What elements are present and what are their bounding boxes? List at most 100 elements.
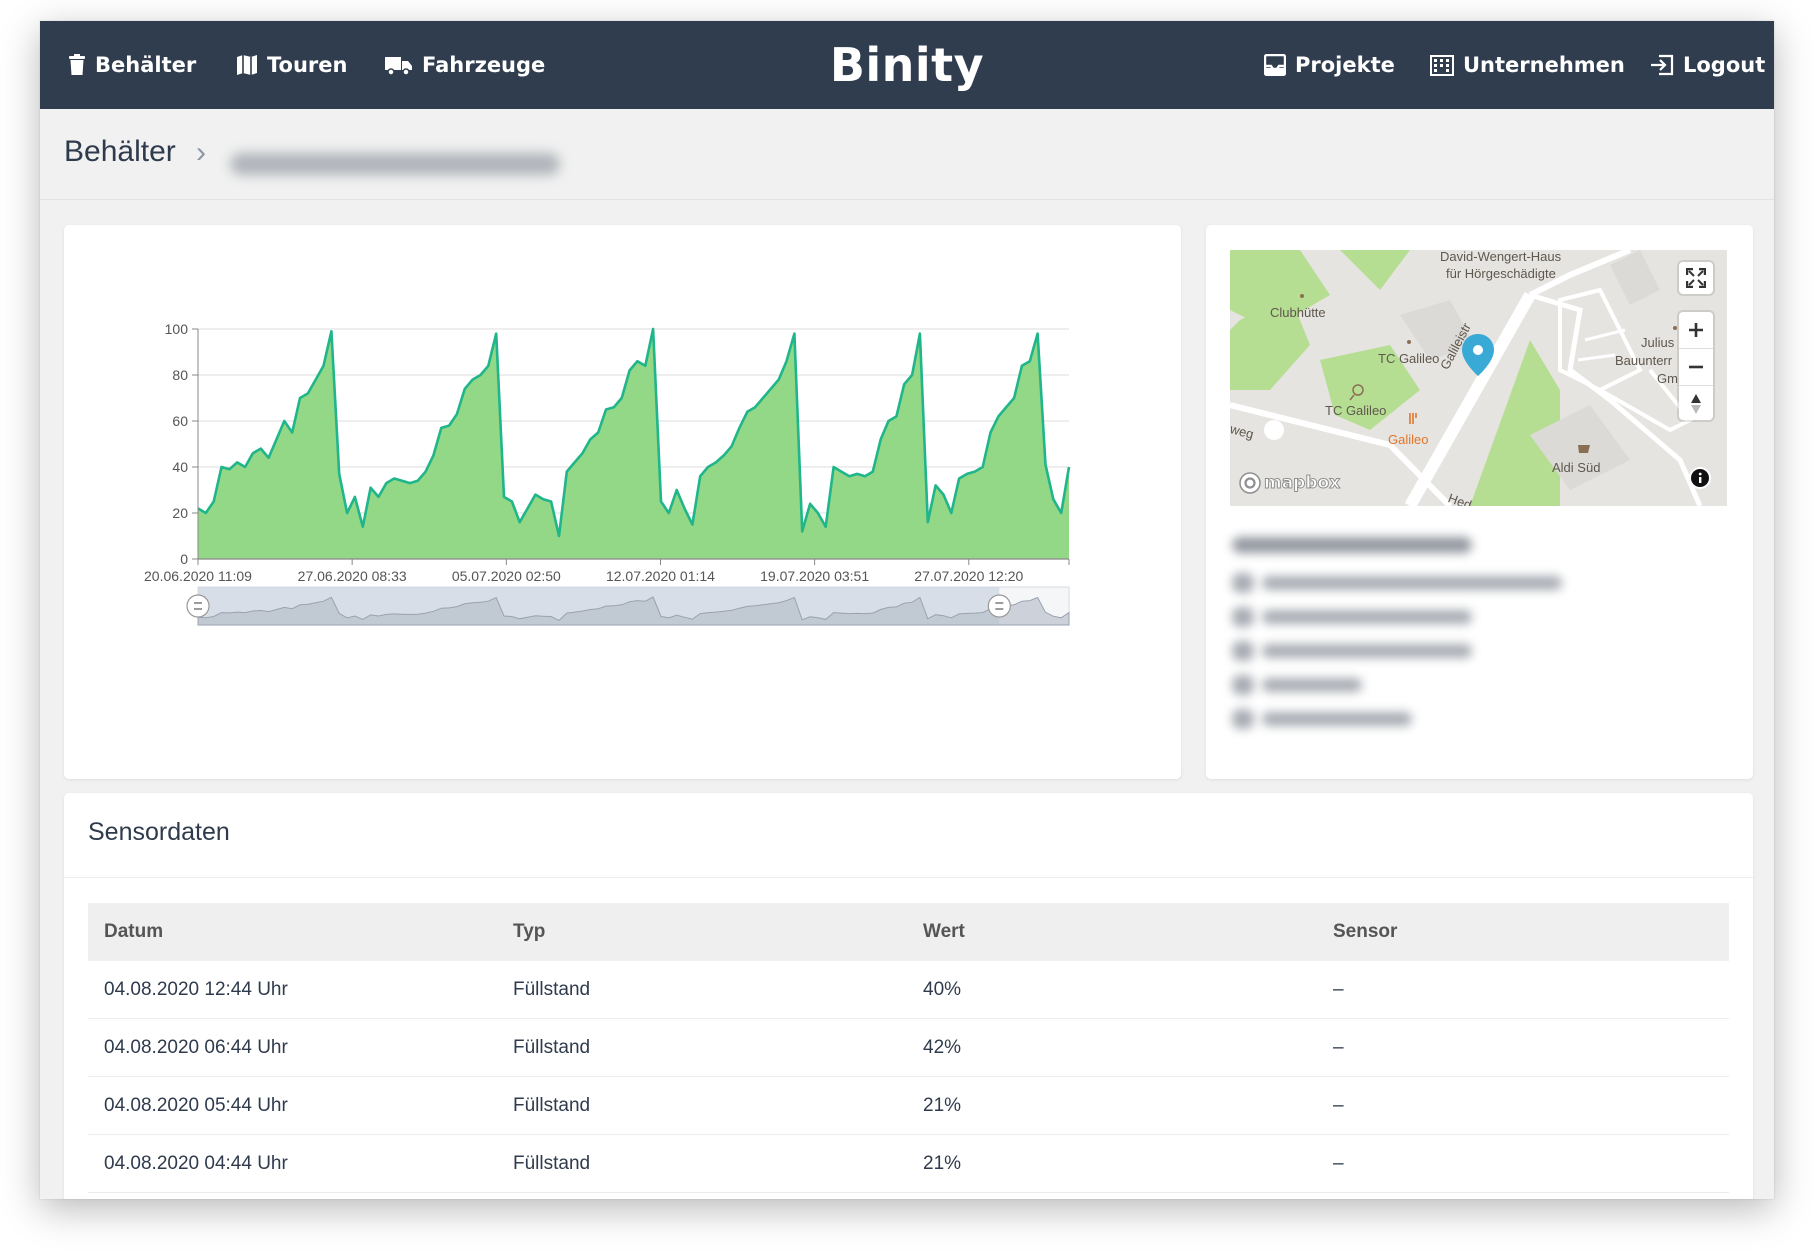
cell-datum: 04.08.2020 06:44 Uhr: [88, 1018, 497, 1077]
x-tick-label: 05.07.2020 02:50: [452, 568, 561, 584]
mapbox-attribution-logo[interactable]: mapbox: [1239, 472, 1341, 494]
x-tick-label: 19.07.2020 03:51: [760, 568, 869, 584]
mapbox-icon: [1239, 472, 1261, 494]
y-tick-label: 80: [172, 367, 188, 383]
table-header-row: Datum Typ Wert Sensor: [88, 903, 1729, 961]
cell-typ: Füllstand: [497, 1134, 907, 1193]
trash-icon: [69, 54, 85, 75]
breadcrumb-current-redacted: [230, 153, 560, 175]
y-tick-label: 60: [172, 413, 188, 429]
y-tick-label: 20: [172, 505, 188, 521]
cell-wert: 42%: [907, 1018, 1317, 1077]
container-name-redacted: [1232, 537, 1472, 553]
compass-button[interactable]: [1679, 386, 1713, 422]
minus-icon: [1689, 365, 1703, 369]
zoom-controls: [1679, 312, 1713, 420]
cell-wert: 21%: [907, 1134, 1317, 1193]
x-tick-label: 27.06.2020 08:33: [298, 568, 407, 584]
navigator-handle-left[interactable]: [186, 594, 210, 618]
nav-touren-label: Touren: [267, 53, 348, 77]
column-header-sensor[interactable]: Sensor: [1317, 903, 1729, 961]
id-icon-redacted: [1232, 607, 1254, 627]
map-info-button[interactable]: [1689, 467, 1711, 489]
map[interactable]: David-Wengert-Haus für Hörgeschädigte Cl…: [1230, 250, 1727, 506]
fill-level-chart[interactable]: 0 20 40 60 80 100 20.06.2020 11:09 27.06.2020 0…: [64, 225, 1181, 779]
column-header-wert[interactable]: Wert: [907, 903, 1317, 961]
map-label-top2: für Hörgeschädigte: [1446, 266, 1556, 281]
number-icon-redacted: [1232, 675, 1254, 695]
map-label-aldi: Aldi Süd: [1552, 460, 1601, 475]
address-icon-redacted: [1232, 573, 1254, 593]
building-icon: [1430, 55, 1454, 76]
map-label-top: David-Wengert-Haus: [1440, 250, 1562, 264]
column-header-datum[interactable]: Datum: [88, 903, 497, 961]
address-text-redacted: [1262, 576, 1562, 590]
zoom-in-button[interactable]: [1679, 312, 1713, 349]
sensor-divider: [64, 877, 1753, 878]
cell-sensor: –: [1317, 1018, 1729, 1077]
map-label-galileo: Galileo: [1388, 432, 1429, 447]
nav-unternehmen[interactable]: Unternehmen: [1430, 21, 1625, 109]
x-tick-label: 12.07.2020 01:14: [606, 568, 715, 584]
nav-logout[interactable]: Logout: [1650, 21, 1765, 109]
logout-icon: [1651, 54, 1674, 76]
cell-datum: 04.08.2020 05:44 Uhr: [88, 1076, 497, 1135]
plus-icon: [1689, 323, 1703, 337]
cell-datum: 04.08.2020 12:44 Uhr: [88, 961, 497, 1019]
y-tick-label: 100: [165, 321, 189, 337]
nav-projekte-label: Projekte: [1295, 53, 1395, 77]
nav-logout-label: Logout: [1683, 53, 1766, 77]
sensor-data-card: Sensordaten Datum Typ Wert Sensor 04.08.…: [64, 793, 1753, 1199]
table-row[interactable]: 04.08.2020 05:44 Uhr Füllstand 21% –: [88, 1076, 1729, 1135]
nav-behaelter[interactable]: Behälter: [68, 21, 196, 109]
y-tick-label: 0: [180, 551, 188, 567]
map-label-gm: Gm: [1657, 371, 1678, 386]
cell-typ: Füllstand: [497, 1018, 907, 1077]
table-row[interactable]: 04.08.2020 12:44 Uhr Füllstand 40% –: [88, 961, 1729, 1019]
project-text-redacted: [1262, 712, 1412, 726]
fullscreen-button[interactable]: [1679, 262, 1713, 294]
series-area: [198, 329, 1069, 559]
nav-fahrzeuge[interactable]: Fahrzeuge: [385, 21, 545, 109]
column-header-typ[interactable]: Typ: [497, 903, 907, 961]
truck-icon: [385, 57, 412, 76]
navigator-handle-right[interactable]: [987, 594, 1011, 618]
sensor-table: Datum Typ Wert Sensor 04.08.2020 12:44 U…: [88, 903, 1729, 1193]
brand-logo[interactable]: Binity: [829, 38, 985, 92]
zoom-out-button[interactable]: [1679, 349, 1713, 386]
compass-icon: [1691, 394, 1701, 414]
info-icon: [1691, 469, 1709, 487]
y-tick-label: 40: [172, 459, 188, 475]
cell-typ: Füllstand: [497, 1076, 907, 1135]
table-row[interactable]: 04.08.2020 06:44 Uhr Füllstand 42% –: [88, 1018, 1729, 1077]
cell-wert: 40%: [907, 961, 1317, 1019]
mapbox-label: mapbox: [1263, 473, 1341, 494]
cell-datum: 04.08.2020 04:44 Uhr: [88, 1134, 497, 1193]
app-window: Behälter Touren Fahrzeuge Binity Projekt…: [40, 21, 1774, 1199]
x-tick-label: 20.06.2020 11:09: [144, 568, 252, 584]
breadcrumb: Behälter ›: [40, 109, 1774, 200]
map-canvas: [1230, 250, 1727, 506]
fill-level-chart-card: 0 20 40 60 80 100 20.06.2020 11:09 27.06.2020 0…: [64, 225, 1181, 779]
table-row[interactable]: 04.08.2020 04:44 Uhr Füllstand 21% –: [88, 1134, 1729, 1193]
map-label-tc1: TC Galileo: [1378, 351, 1440, 366]
cell-sensor: –: [1317, 1134, 1729, 1193]
top-navbar: Behälter Touren Fahrzeuge Binity Projekt…: [40, 21, 1774, 109]
nav-behaelter-label: Behälter: [95, 53, 197, 77]
nav-projekte[interactable]: Projekte: [1264, 21, 1395, 109]
map-icon: [237, 55, 257, 75]
map-label-julius: Julius: [1641, 335, 1675, 350]
breadcrumb-separator: ›: [196, 136, 206, 169]
navigator-series: [197, 596, 1070, 626]
x-tick-label: 27.07.2020 12:20: [914, 568, 1023, 584]
breadcrumb-root[interactable]: Behälter: [64, 135, 176, 168]
nav-touren[interactable]: Touren: [236, 21, 347, 109]
inbox-icon: [1264, 54, 1286, 76]
cell-sensor: –: [1317, 961, 1729, 1019]
cell-typ: Füllstand: [497, 961, 907, 1019]
clock-icon-redacted: [1232, 641, 1254, 661]
sensor-title: Sensordaten: [88, 818, 230, 846]
fullscreen-icon: [1686, 268, 1706, 288]
cell-sensor: –: [1317, 1076, 1729, 1135]
nav-fahrzeuge-label: Fahrzeuge: [422, 53, 546, 77]
